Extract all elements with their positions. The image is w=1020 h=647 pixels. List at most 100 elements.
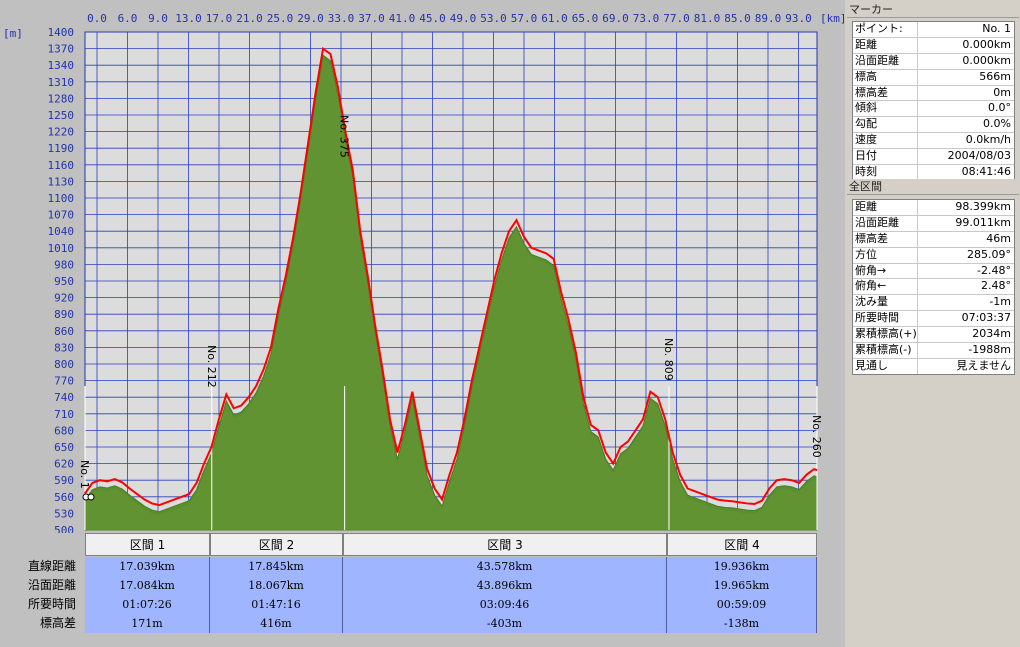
info-value: 46m xyxy=(986,231,1011,245)
info-key: 見通し xyxy=(853,358,918,374)
y-tick-label: 740 xyxy=(54,391,74,404)
info-value: 08:41:46 xyxy=(961,165,1011,179)
info-key: 方位 xyxy=(853,247,918,263)
segment-value-surface: 17.084km xyxy=(119,579,175,592)
y-unit-label: [m] xyxy=(3,27,23,40)
x-tick-label: 0.0 xyxy=(87,12,107,25)
y-tick-label: 1160 xyxy=(48,159,75,172)
segment-header[interactable]: 区間 2 xyxy=(210,533,343,556)
segment-value-time: 03:09:46 xyxy=(479,598,530,611)
info-value: 566m xyxy=(979,69,1011,83)
info-value: No. 1 xyxy=(982,22,1011,35)
info-value: 0.000km xyxy=(962,37,1011,51)
info-row: 標高 566m xyxy=(853,69,1014,86)
y-tick-label: 1010 xyxy=(48,242,75,255)
info-row: 傾斜 0.0° xyxy=(853,101,1014,118)
segment-column: 19.936km 19.965km 00:59:09 -138m xyxy=(667,557,817,633)
info-value: 07:03:37 xyxy=(961,311,1011,325)
info-value: -1988m xyxy=(968,343,1011,357)
x-tick-label: 53.0 xyxy=(480,12,507,25)
segment-value-straight: 19.936km xyxy=(713,560,770,573)
info-value: 98.399km xyxy=(955,200,1011,213)
marker-panel-title: マーカー xyxy=(847,2,1019,18)
info-row: 沿面距離 99.011km xyxy=(853,215,1014,232)
marker-label: No. 212 xyxy=(205,345,218,388)
y-tick-label: 1310 xyxy=(48,76,75,89)
x-tick-label: 33.0 xyxy=(328,12,355,25)
info-row: 沿面距離 0.000km xyxy=(853,53,1014,70)
info-value: 0.000km xyxy=(962,53,1011,67)
info-value: -2.48° xyxy=(977,263,1011,277)
segment-header[interactable]: 区間 1 xyxy=(85,533,210,556)
segment-value-elev: -403m xyxy=(486,617,523,630)
info-value: -1m xyxy=(989,295,1011,309)
y-tick-label: 530 xyxy=(54,507,74,520)
y-tick-label: 950 xyxy=(54,275,74,288)
segment-header[interactable]: 区間 4 xyxy=(667,533,817,556)
info-key: 標高 xyxy=(853,69,918,85)
start-point-icon xyxy=(87,493,95,501)
x-tick-label: 49.0 xyxy=(450,12,477,25)
segment-value-elev: 416m xyxy=(260,617,292,630)
info-value: 2.48° xyxy=(981,279,1011,293)
info-key: 時刻 xyxy=(853,165,918,180)
y-tick-label: 1370 xyxy=(48,43,75,56)
y-tick-label: 650 xyxy=(54,441,74,454)
y-tick-label: 1280 xyxy=(48,92,75,105)
info-key: 所要時間 xyxy=(853,311,918,327)
track-line xyxy=(84,46,818,507)
x-tick-label: 61.0 xyxy=(541,12,568,25)
marker-label: No. 375 xyxy=(338,115,351,158)
info-key: 沈み量 xyxy=(853,295,918,311)
segment-value-time: 01:07:26 xyxy=(122,598,172,611)
side-panel: マーカー ポイント: No. 1 距離 0.000km 沿面距離 0.000km 標高 566… xyxy=(845,0,1020,647)
x-tick-label: 29.0 xyxy=(297,12,324,25)
x-tick-label: 9.0 xyxy=(148,12,168,25)
section-panel-title: 全区間 xyxy=(847,179,1019,195)
segment-row-label: 沿面距離 xyxy=(27,578,76,592)
x-tick-label: 6.0 xyxy=(118,12,138,25)
info-key: 俯角→ xyxy=(853,263,918,279)
info-key: 俯角← xyxy=(853,279,918,295)
y-tick-label: 860 xyxy=(54,325,74,338)
info-key: 傾斜 xyxy=(853,101,918,117)
segment-column: 17.039km 17.084km 01:07:26 171m xyxy=(85,557,210,633)
x-tick-label: 45.0 xyxy=(419,12,446,25)
info-value: 0.0% xyxy=(983,117,1011,131)
segment-column: 43.578km 43.896km 03:09:46 -403m xyxy=(343,557,667,633)
info-key: 日付 xyxy=(853,149,918,165)
x-tick-label: 73.0 xyxy=(633,12,660,25)
info-value: 見えません xyxy=(956,358,1011,372)
y-tick-label: 1250 xyxy=(48,109,75,122)
elevation-chart[interactable]: 1400 1370 1340 1310 1280 1250 1220 1190 1160 1130… xyxy=(0,0,845,533)
info-row: 累積標高(-) -1988m xyxy=(853,343,1014,359)
info-key: 標高差 xyxy=(853,231,918,247)
section-panel: 距離 98.399km 沿面距離 99.011km 標高差 46m 方位 285.09° 俯角→… xyxy=(852,199,1015,375)
y-tick-label: 920 xyxy=(54,292,74,305)
y-tick-label: 800 xyxy=(54,358,74,371)
segment-value-straight: 17.039km xyxy=(119,560,175,573)
info-row: 見通し 見えません xyxy=(853,358,1014,374)
y-tick-label: 1220 xyxy=(48,126,75,139)
x-unit-label: [km] xyxy=(820,12,845,25)
info-row: 所要時間 07:03:37 xyxy=(853,311,1014,328)
info-key: 距離 xyxy=(853,37,918,53)
x-tick-label: 77.0 xyxy=(663,12,690,25)
y-tick-label: 830 xyxy=(54,341,74,354)
marker-label: No. 260 xyxy=(810,415,823,458)
y-tick-label: 1040 xyxy=(48,225,75,238)
info-key: ポイント: xyxy=(853,22,918,37)
info-row: 俯角→ -2.48° xyxy=(853,263,1014,280)
segment-header[interactable]: 区間 3 xyxy=(343,533,667,556)
info-key: 沿面距離 xyxy=(853,215,918,231)
info-row: 距離 98.399km xyxy=(853,200,1014,216)
segment-value-surface: 43.896km xyxy=(476,579,533,592)
y-tick-label: 1100 xyxy=(48,192,75,205)
marker-label: No. 1 xyxy=(78,460,91,489)
y-tick-label: 500 xyxy=(54,524,74,533)
x-tick-label: 21.0 xyxy=(236,12,263,25)
segment-value-time: 01:47:16 xyxy=(251,598,301,611)
segment-value-elev: 171m xyxy=(131,617,163,630)
info-key: 累積標高(+) xyxy=(855,327,918,343)
info-row: 累積標高(+) 2034m xyxy=(853,327,1014,344)
